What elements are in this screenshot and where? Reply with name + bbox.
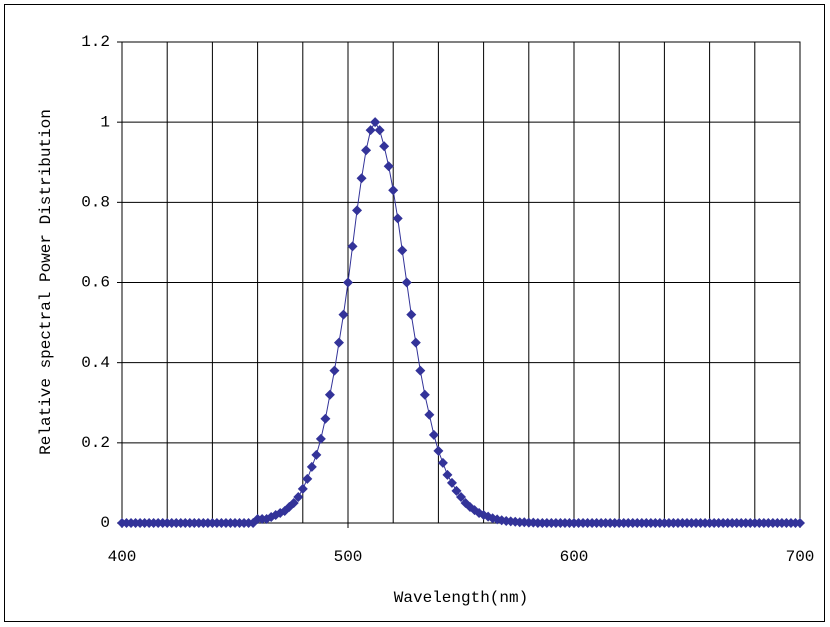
y-tick-label: 0.6	[81, 274, 110, 292]
data-point	[437, 457, 448, 468]
data-point	[302, 473, 313, 484]
data-point	[324, 389, 335, 400]
data-point	[306, 461, 317, 472]
data-point	[293, 491, 304, 502]
y-tick-label: 0.4	[81, 354, 110, 372]
data-point	[433, 445, 444, 456]
data-point	[297, 483, 308, 494]
x-tick-label: 500	[334, 548, 363, 566]
data-point	[329, 365, 340, 376]
x-tick-label: 600	[560, 548, 589, 566]
data-point	[343, 277, 353, 288]
data-point	[288, 497, 299, 508]
data-point	[451, 485, 462, 496]
data-point	[356, 173, 367, 184]
data-point	[392, 213, 403, 224]
data-point	[795, 518, 805, 528]
y-axis-label: Relative spectral Power Distribution	[37, 109, 55, 455]
data-point	[397, 245, 408, 256]
data-point	[410, 337, 421, 348]
data-point	[442, 469, 453, 480]
x-axis-label: Wavelength(nm)	[394, 589, 528, 607]
data-point	[361, 145, 372, 156]
data-point	[419, 389, 430, 400]
x-tick-label: 700	[786, 548, 815, 566]
data-point	[415, 365, 426, 376]
data-point	[320, 413, 331, 424]
y-tick-label: 1.2	[81, 33, 110, 51]
data-point	[333, 337, 344, 348]
data-point	[456, 491, 466, 502]
data-point	[383, 161, 394, 172]
y-tick-label: 1	[100, 113, 110, 131]
data-point	[406, 309, 417, 320]
data-point	[365, 125, 376, 136]
data-point	[311, 449, 322, 460]
data-point	[275, 507, 286, 518]
y-tick-label: 0.2	[81, 434, 110, 452]
data-point	[401, 277, 412, 288]
data-point	[347, 241, 358, 252]
data-point	[315, 433, 326, 444]
y-tick-label: 0.8	[81, 194, 110, 212]
data-point	[370, 117, 381, 128]
data-point	[338, 309, 349, 320]
y-tick-label: 0	[100, 514, 110, 532]
data-point	[446, 477, 457, 488]
data-point	[352, 205, 363, 216]
data-point	[428, 429, 439, 440]
x-tick-label: 400	[108, 548, 137, 566]
data-point	[379, 141, 390, 152]
data-point	[424, 409, 435, 420]
data-point	[388, 185, 399, 196]
data-point	[374, 125, 385, 136]
